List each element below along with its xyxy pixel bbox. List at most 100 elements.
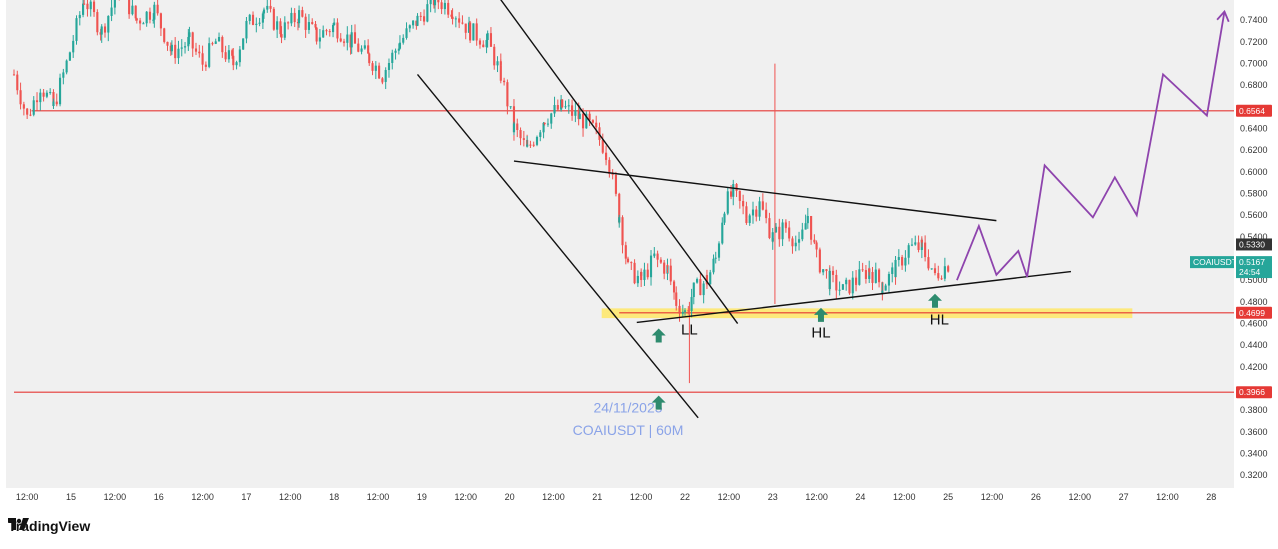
symbol-tag xyxy=(1190,256,1234,269)
candle-body xyxy=(29,114,32,116)
candle-body xyxy=(331,24,335,33)
candle-body xyxy=(433,0,437,6)
candle-body xyxy=(99,32,102,35)
price-tag xyxy=(1236,256,1272,269)
tradingview-logo: TradingView xyxy=(8,518,90,534)
horizontal-level-tag xyxy=(1236,386,1272,399)
candle-body xyxy=(692,282,695,298)
candle-body xyxy=(131,5,134,15)
price-tag-label: 24:54 xyxy=(1239,267,1261,277)
candle-body xyxy=(113,0,116,8)
time-axis xyxy=(0,488,1278,508)
candle-body xyxy=(585,113,588,129)
candle-body xyxy=(626,258,630,263)
candle-body xyxy=(784,226,787,228)
trendline xyxy=(500,0,739,324)
candle-body xyxy=(443,2,446,10)
candle-body xyxy=(881,290,884,294)
candle-body xyxy=(605,157,608,160)
x-tick-label: 12:00 xyxy=(981,492,1004,502)
x-tick-label: 12:00 xyxy=(279,492,302,502)
candle-body xyxy=(454,18,457,20)
candle-body xyxy=(255,23,258,25)
candle-body xyxy=(910,244,914,246)
candle-body xyxy=(813,239,816,243)
candle-body xyxy=(272,8,275,30)
candle-body xyxy=(810,215,813,240)
candle-body xyxy=(705,275,709,285)
projection-arrowhead xyxy=(1216,9,1230,23)
candle-body xyxy=(437,0,440,3)
candle-body xyxy=(485,39,488,48)
candle-body xyxy=(75,18,78,41)
candle-body xyxy=(432,0,436,6)
candle-body xyxy=(467,22,471,33)
candle-body xyxy=(22,104,25,109)
x-tick-label: 26 xyxy=(1031,492,1041,502)
candle-body xyxy=(578,113,581,120)
candle-body xyxy=(472,23,475,41)
candle-body xyxy=(408,25,411,29)
candle-body xyxy=(357,43,360,52)
candle-body xyxy=(322,30,325,38)
y-tick-label: 0.6400 xyxy=(1240,124,1268,134)
candle-body xyxy=(914,242,917,245)
candle-body xyxy=(287,22,290,24)
candle-body xyxy=(735,184,738,191)
candle-body xyxy=(148,11,152,20)
candle-body xyxy=(666,265,669,267)
candle-body xyxy=(690,297,693,311)
candle-body xyxy=(806,215,809,224)
candle-body xyxy=(170,44,173,52)
candle-body xyxy=(904,257,907,266)
candle-body xyxy=(675,292,678,306)
candle-body xyxy=(78,14,81,19)
candle-body xyxy=(907,245,910,258)
x-tick-label: 12:00 xyxy=(805,492,828,502)
horizontal-level-label: 0.6564 xyxy=(1239,106,1265,116)
candle-body xyxy=(232,55,235,66)
candle-body xyxy=(496,61,499,66)
y-tick-label: 0.5400 xyxy=(1240,232,1268,242)
candle-body xyxy=(732,184,735,197)
candle-body xyxy=(828,270,831,290)
up-arrow-icon xyxy=(651,328,666,343)
candle-body xyxy=(242,38,245,50)
candle-body xyxy=(618,217,621,223)
candle-body xyxy=(887,274,891,286)
candle-body xyxy=(440,2,443,10)
x-tick-label: 12:00 xyxy=(630,492,653,502)
candle-body xyxy=(721,222,724,244)
candle-body xyxy=(198,51,201,54)
candle-body xyxy=(346,34,349,43)
candle-body xyxy=(139,20,142,24)
candle-body xyxy=(39,92,42,103)
pattern-annotation: LL xyxy=(681,321,698,338)
candle-body xyxy=(894,259,897,278)
candle-body xyxy=(742,200,745,207)
x-tick-label: 28 xyxy=(1206,492,1216,502)
candle-body xyxy=(304,16,307,30)
candle-body xyxy=(279,21,282,35)
candle-body xyxy=(529,144,532,146)
candle-body xyxy=(516,123,519,131)
candle-body xyxy=(493,46,496,66)
candle-body xyxy=(177,48,180,59)
x-tick-label: 12:00 xyxy=(16,492,39,502)
candle-body xyxy=(506,82,509,107)
candle-body xyxy=(726,191,729,214)
candle-body xyxy=(204,64,207,67)
candle-body xyxy=(378,65,381,79)
candle-body xyxy=(235,62,238,66)
candle-body xyxy=(416,15,419,26)
candle-body xyxy=(526,144,529,147)
candle-body xyxy=(663,262,666,274)
candle-body xyxy=(301,10,304,17)
x-tick-label: 12:00 xyxy=(454,492,477,502)
candle-body xyxy=(489,33,493,47)
candle-body xyxy=(614,174,618,194)
candle-body xyxy=(89,1,92,10)
candle-body xyxy=(761,201,764,210)
